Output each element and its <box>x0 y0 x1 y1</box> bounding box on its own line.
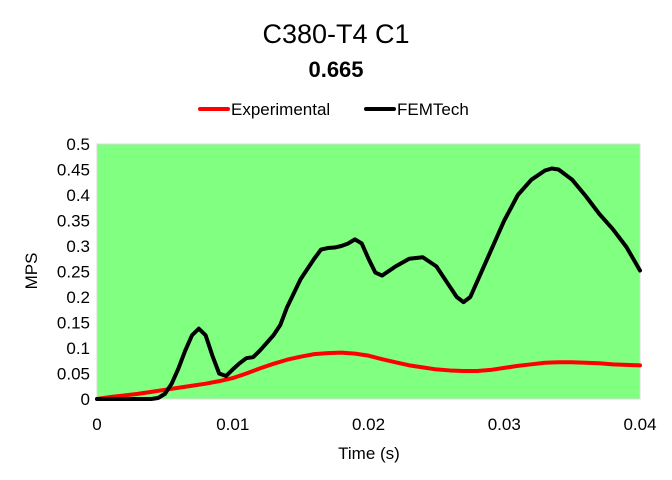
series-line-femtech <box>95 166 642 401</box>
series-layer <box>95 166 642 401</box>
x-tick-label: 0.04 <box>623 415 656 434</box>
y-tick-label: 0.45 <box>57 161 90 180</box>
y-tick-label: 0.15 <box>57 314 90 333</box>
y-tick-label: 0.05 <box>57 365 90 384</box>
y-axis-label: MPS <box>22 253 41 290</box>
y-tick-label: 0.25 <box>57 263 90 282</box>
x-tick-label: 0.01 <box>216 415 249 434</box>
x-axis: 0 0.01 0.02 0.03 0.04 <box>92 415 656 434</box>
chart-title: C380-T4 C1 <box>262 19 409 49</box>
y-tick-label: 0.5 <box>66 135 90 154</box>
y-axis: 0 0.05 0.1 0.15 0.2 0.25 0.3 0.35 0.4 0.45 0.5 <box>57 135 90 409</box>
y-tick-label: 0.1 <box>66 339 90 358</box>
x-tick-label: 0.02 <box>352 415 385 434</box>
x-tick-label: 0 <box>92 415 101 434</box>
y-tick-label: 0.35 <box>57 212 90 231</box>
series-line-experimental <box>95 350 642 401</box>
legend: Experimental FEMTech <box>198 100 469 119</box>
legend-label-femtech: FEMTech <box>397 100 469 119</box>
y-tick-label: 0 <box>81 390 90 409</box>
x-axis-label: Time (s) <box>338 444 400 463</box>
y-tick-label: 0.4 <box>66 186 90 205</box>
chart-subtitle: 0.665 <box>308 57 363 82</box>
legend-label-experimental: Experimental <box>231 100 330 119</box>
y-tick-label: 0.3 <box>66 237 90 256</box>
x-tick-label: 0.03 <box>488 415 521 434</box>
y-tick-label: 0.2 <box>66 288 90 307</box>
